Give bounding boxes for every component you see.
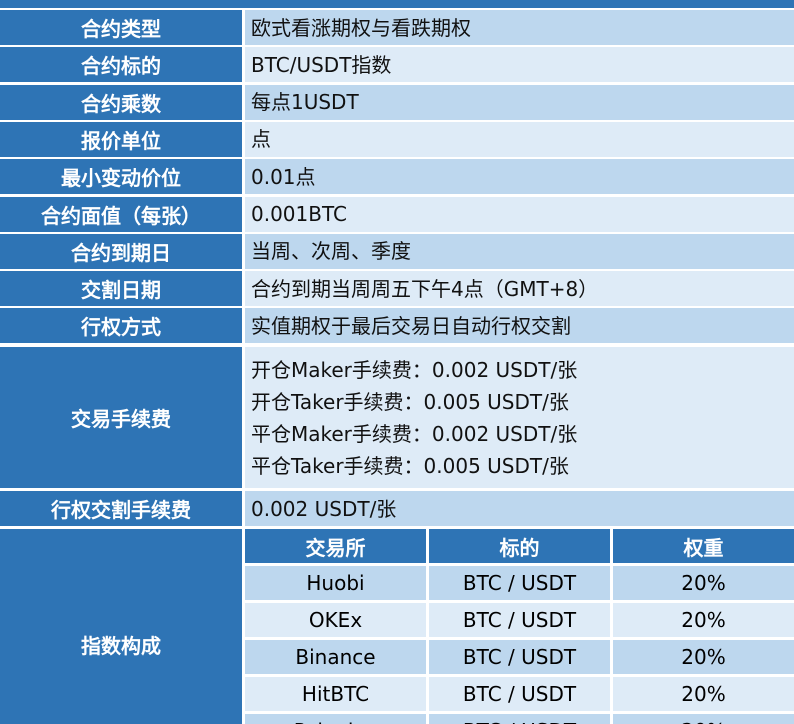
table-row: 报价单位点 (0, 121, 794, 157)
subtable-row: OKEx BTC / USDT 20% (245, 603, 794, 637)
subtable-cell: OKEx (245, 603, 426, 637)
table-row: 合约乘数 每点1USDT (0, 84, 794, 120)
value-text: 实值期权于最后交易日自动行权交割 (251, 313, 571, 338)
subtable-cell: 20% (613, 566, 794, 600)
exercise-fee-label: 行权交割手续费 (0, 491, 242, 526)
index-row: 指数构成 交易所 标的 权重 Huobi BTC / USDT 20% OKEx BTC / U… (0, 529, 794, 724)
fee-line: 平仓Taker手续费：0.005 USDT/张 (251, 453, 569, 478)
fee-row: 交易手续费 开仓Maker手续费：0.002 USDT/张 开仓Taker手续费：0… (0, 347, 794, 488)
subtable-cell: 20% (613, 677, 794, 711)
subtable-cell: BTC / USDT (429, 714, 610, 724)
subtable-row: Binance BTC / USDT 20% (245, 640, 794, 674)
fee-values: 开仓Maker手续费：0.002 USDT/张 开仓Taker手续费：0.005 … (245, 347, 794, 488)
subtable-row: HitBTC BTC / USDT 20% (245, 677, 794, 711)
table-row: 最小变动价位 0.01点 (0, 159, 794, 195)
row-label: 合约面值（每张） (0, 196, 242, 232)
value-text: 当周、次周、季度 (251, 239, 411, 264)
row-label: 行权方式 (0, 308, 242, 344)
table-row: 交割日期 合约到期当周周五下午4点（GMT+8） (0, 271, 794, 307)
subtable-cell: BTC / USDT (429, 640, 610, 674)
column-header: 交易所 (245, 529, 426, 563)
table-row: 行权方式 实值期权于最后交易日自动行权交割 (0, 308, 794, 344)
value-text: 点 (251, 127, 271, 152)
index-label: 指数构成 (0, 529, 242, 724)
row-value: BTC/USDT指数 (245, 47, 794, 83)
row-value: 0.001BTC (245, 196, 794, 232)
subtable-cell: BTC / USDT (429, 677, 610, 711)
row-value: 每点1USDT (245, 84, 794, 120)
value-text: 每点1USDT (251, 90, 359, 115)
subtable-header: 交易所 标的 权重 (245, 529, 794, 563)
subtable-cell: BTC / USDT (429, 603, 610, 637)
subtable-cell: Poloniex (245, 714, 426, 724)
fee-label: 交易手续费 (0, 347, 242, 488)
row-value: 欧式看涨期权与看跌期权 (245, 10, 794, 45)
subtable-cell: Binance (245, 640, 426, 674)
row-label: 合约标的 (0, 47, 242, 83)
exercise-fee-row: 行权交割手续费 0.002 USDT/张 (0, 491, 794, 526)
row-label: 报价单位 (0, 121, 242, 157)
subtable-cell: BTC / USDT (429, 566, 610, 600)
row-value: 点 (245, 121, 794, 157)
table-row: 合约面值（每张） 0.001BTC (0, 196, 794, 232)
table-row: 合约类型 欧式看涨期权与看跌期权 (0, 10, 794, 45)
value-text: BTC/USDT指数 (251, 52, 392, 77)
table-row: 合约到期日 当周、次周、季度 (0, 233, 794, 269)
table-title-bar (0, 0, 794, 8)
row-label: 合约类型 (0, 10, 242, 45)
row-value: 当周、次周、季度 (245, 233, 794, 269)
fee-line: 平仓Maker手续费：0.002 USDT/张 (251, 421, 578, 446)
subtable-cell: 20% (613, 603, 794, 637)
row-value: 实值期权于最后交易日自动行权交割 (245, 308, 794, 344)
fee-line: 开仓Taker手续费：0.005 USDT/张 (251, 389, 569, 414)
table-row: 合约标的 BTC/USDT指数 (0, 47, 794, 83)
subtable-cell: HitBTC (245, 677, 426, 711)
subtable-cell: 20% (613, 640, 794, 674)
row-label: 合约到期日 (0, 233, 242, 269)
column-header: 权重 (613, 529, 794, 563)
fee-line: 开仓Maker手续费：0.002 USDT/张 (251, 357, 578, 382)
subtable-cell: 20% (613, 714, 794, 724)
row-value: 0.01点 (245, 159, 794, 195)
index-subtable: 交易所 标的 权重 Huobi BTC / USDT 20% OKEx BTC / USDT 2… (245, 529, 794, 724)
column-header: 标的 (429, 529, 610, 563)
row-label: 最小变动价位 (0, 159, 242, 195)
row-label: 交割日期 (0, 271, 242, 307)
exercise-fee-value: 0.002 USDT/张 (245, 491, 794, 526)
row-value: 合约到期当周周五下午4点（GMT+8） (245, 271, 794, 307)
value-text: 0.01点 (251, 164, 316, 189)
subtable-cell: Huobi (245, 566, 426, 600)
value-text: 0.002 USDT/张 (251, 496, 397, 521)
value-text: 欧式看涨期权与看跌期权 (251, 15, 471, 40)
value-text: 合约到期当周周五下午4点（GMT+8） (251, 276, 599, 301)
subtable-row: Huobi BTC / USDT 20% (245, 566, 794, 600)
value-text: 0.001BTC (251, 202, 347, 226)
row-label: 合约乘数 (0, 84, 242, 120)
